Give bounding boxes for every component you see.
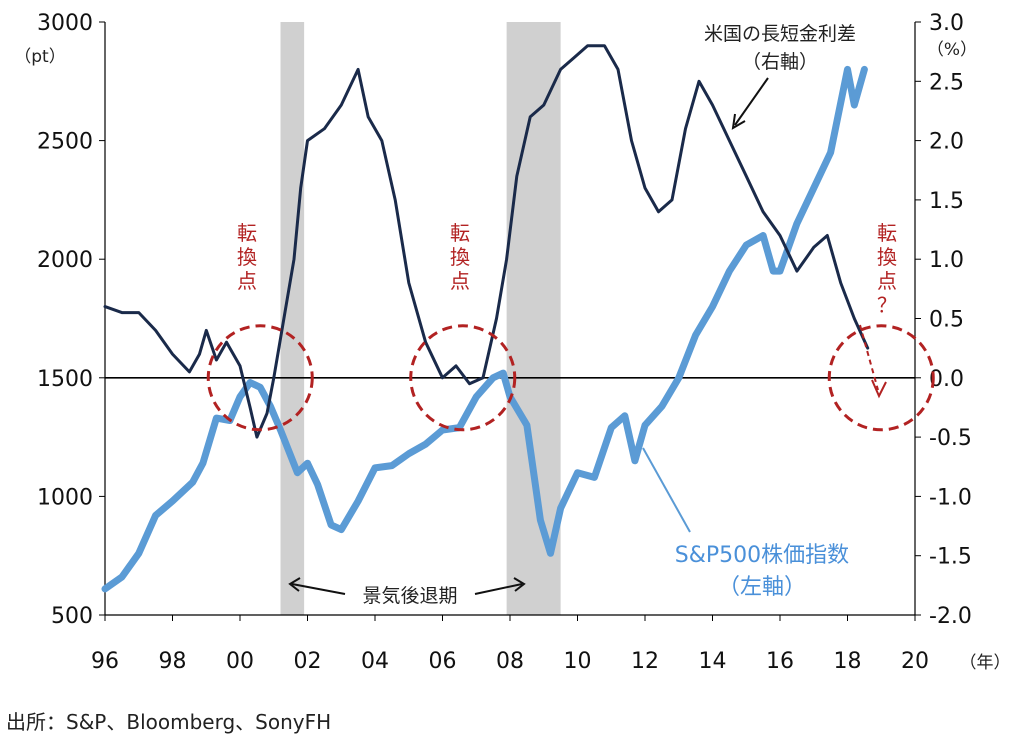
right-tick-label-8: 2.0 <box>929 130 964 155</box>
right-tick-label-9: 2.5 <box>929 70 964 95</box>
spread-pointer-head <box>731 113 746 130</box>
x-tick-label-7: 10 <box>564 649 592 674</box>
recession-arrow-right <box>474 583 523 595</box>
x-tick-label-0: 96 <box>91 649 119 674</box>
x-tick-label-3: 02 <box>294 649 322 674</box>
left-tick-label-4: 2500 <box>37 130 93 155</box>
turning-point-circle-0 <box>206 324 314 432</box>
x-tick-label-1: 98 <box>159 649 187 674</box>
turning-label-00-char-1: 換 <box>237 245 257 269</box>
left-tick-label-0: 500 <box>51 604 93 629</box>
recession-arrow-left-head <box>288 577 301 592</box>
left-tick-label-5: 3000 <box>37 11 93 36</box>
right-tick-label-2: -1.0 <box>929 485 972 510</box>
future-arrow-line <box>859 324 879 391</box>
right-tick-label-10: 3.0 <box>929 11 964 36</box>
spread-pointer <box>734 77 769 126</box>
left-tick-label-1: 1000 <box>37 485 93 510</box>
turning-label-18-char-1: 換 <box>877 245 897 269</box>
x-tick-label-8: 12 <box>631 649 659 674</box>
turning-label-18-char-0: 転 <box>877 221 897 245</box>
right-tick-label-1: -1.5 <box>929 545 972 570</box>
left-tick-label-2: 1500 <box>37 367 93 392</box>
x-tick-label-11: 18 <box>834 649 862 674</box>
series-line-sp500 <box>101 65 868 593</box>
x-tick-label-6: 08 <box>496 649 524 674</box>
recession-arrow-left <box>291 583 346 595</box>
right-axis-unit: （%） <box>927 40 977 60</box>
right-tick-label-3: -0.5 <box>929 426 972 451</box>
turning-label-00-char-2: 点 <box>237 269 257 293</box>
sp500-series-label: S&P500株価指数 <box>675 543 849 568</box>
x-tick-label-5: 06 <box>429 649 457 674</box>
left-axis-unit: （pt） <box>14 47 65 67</box>
x-axis-unit: （年） <box>960 653 1011 673</box>
recession-label: 景気後退期 <box>362 585 457 607</box>
x-tick-label-12: 20 <box>901 649 929 674</box>
future-arrow-head <box>871 379 887 399</box>
right-tick-label-5: 0.5 <box>929 308 964 333</box>
source-note: 出所：S&P、Bloomberg、SonyFH <box>6 710 332 734</box>
turning-label-18-char-2: 点 <box>877 269 897 293</box>
turning-point-circle-1 <box>409 324 517 432</box>
turning-point-circle-2 <box>827 324 935 432</box>
turning-label-06-char-0: 転 <box>450 221 470 245</box>
turning-label-06-char-2: 点 <box>450 269 470 293</box>
sp500-pointer <box>642 447 691 533</box>
recession-arrow-right-head <box>513 577 526 592</box>
right-tick-label-6: 1.0 <box>929 248 964 273</box>
x-tick-label-2: 00 <box>226 649 254 674</box>
left-tick-label-3: 2000 <box>37 248 93 273</box>
series-line-spread <box>103 44 870 439</box>
turning-label-00-char-0: 転 <box>237 221 257 245</box>
turning-label-18-char-3: ？ <box>877 293 897 317</box>
right-tick-label-4: 0.0 <box>929 367 964 392</box>
x-tick-label-4: 04 <box>361 649 389 674</box>
sp500-axis-label: （左軸） <box>718 575 806 600</box>
turning-label-06-char-1: 換 <box>450 245 470 269</box>
right-tick-label-0: -2.0 <box>929 604 972 629</box>
spread-axis-label: （右軸） <box>742 51 818 73</box>
x-tick-label-9: 14 <box>699 649 727 674</box>
x-tick-label-10: 16 <box>766 649 794 674</box>
recession-band-1 <box>506 22 561 615</box>
spread-series-label: 米国の長短金利差 <box>704 23 856 45</box>
right-tick-label-7: 1.5 <box>929 189 964 214</box>
